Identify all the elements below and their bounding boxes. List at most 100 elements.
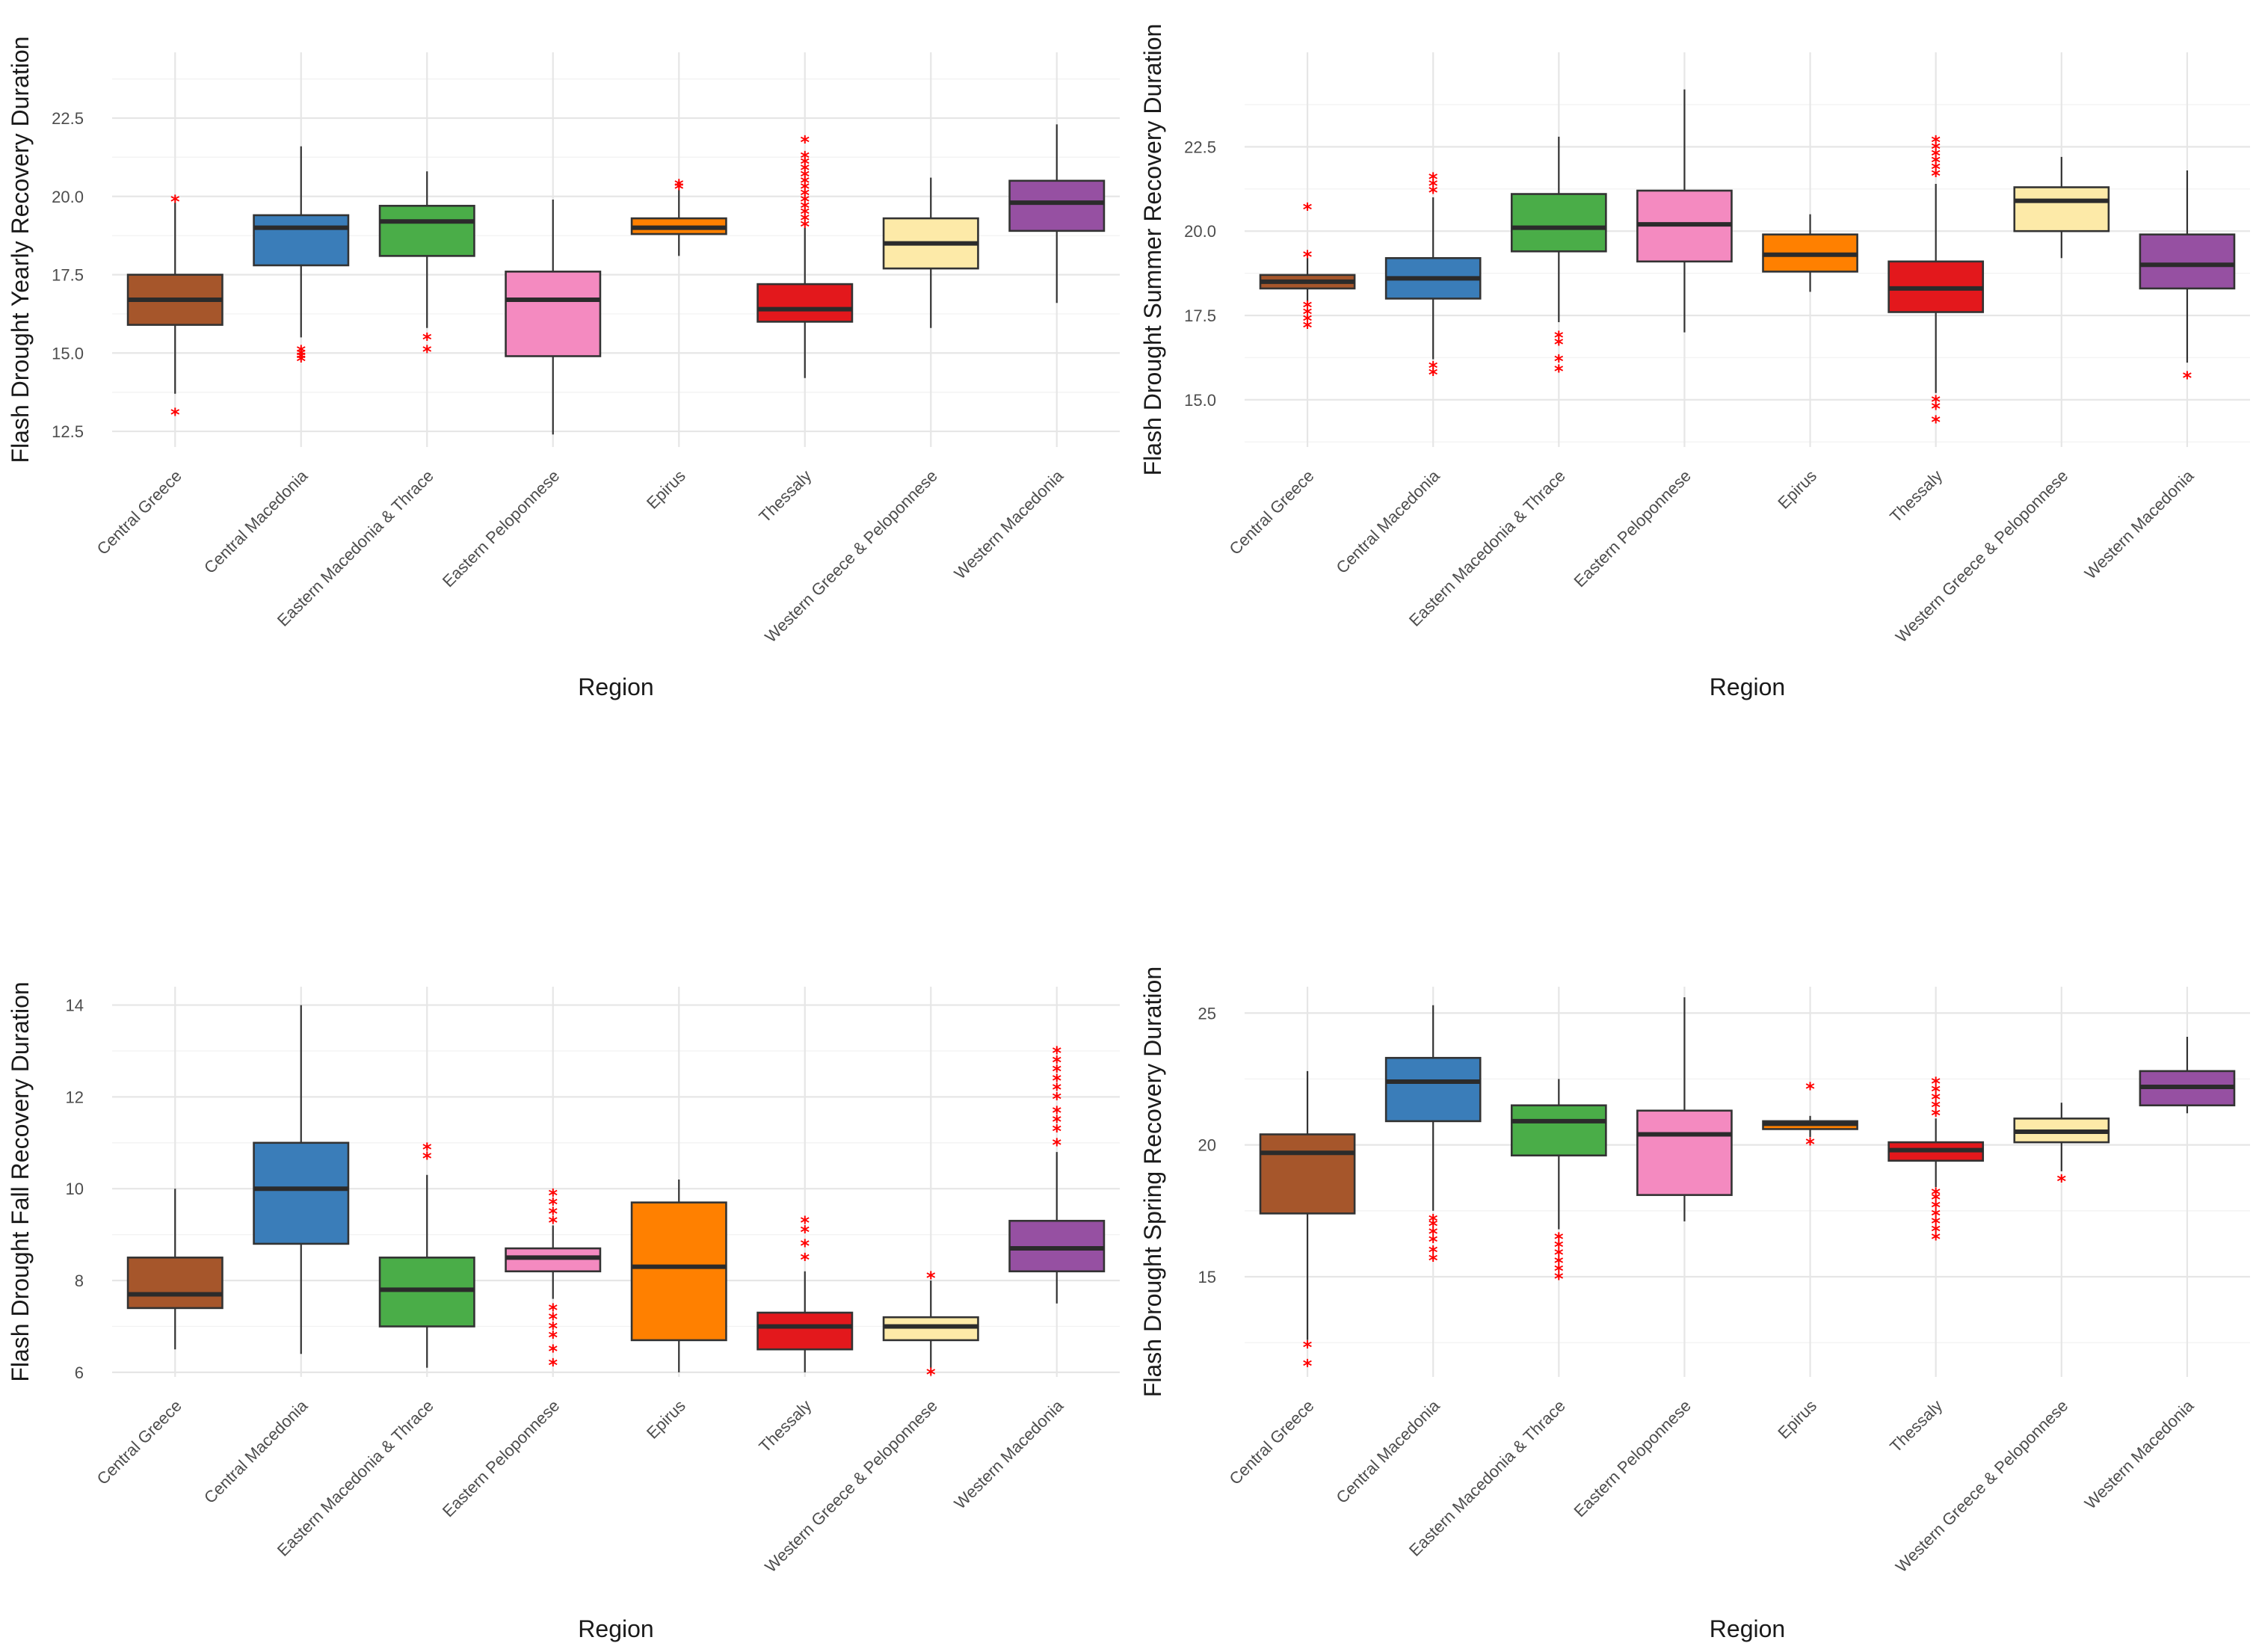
iqr-box: [253, 1141, 350, 1245]
outlier-point: *: [1931, 412, 1941, 433]
x-tick-label: Eastern Peloponnese: [439, 1396, 563, 1520]
outlier-point: *: [1554, 1237, 1564, 1258]
outlier-point: *: [1052, 1043, 1061, 1064]
iqr-box: [1384, 1056, 1482, 1123]
outlier-point: *: [1052, 1103, 1061, 1124]
outlier-point: *: [1052, 1070, 1061, 1091]
box-western-greece-peloponnese: [2013, 156, 2110, 259]
outlier-point: *: [1429, 176, 1438, 197]
iqr-box: [1636, 1109, 1733, 1196]
outlier-point: *: [1303, 297, 1313, 318]
y-tick-label: 14: [66, 996, 84, 1015]
box-thessaly: ************: [1887, 1073, 1985, 1250]
iqr-box: [378, 205, 475, 257]
outlier-point: *: [296, 351, 306, 372]
outlier-point: *: [1931, 165, 1941, 186]
outlier-point: *: [1931, 132, 1941, 152]
outlier-point: *: [1429, 358, 1438, 379]
x-tick-label: Epirus: [643, 466, 689, 513]
outlier-point: *: [800, 191, 810, 212]
outlier-point: *: [548, 1318, 558, 1339]
iqr-box: [1510, 1104, 1607, 1157]
box-central-macedonia: [253, 1005, 350, 1354]
outlier-point: *: [1931, 1073, 1941, 1094]
box-eastern-peloponnese: **********: [505, 1185, 602, 1376]
box-thessaly: *************: [756, 132, 854, 378]
outlier-point: *: [1429, 1215, 1438, 1236]
outlier-point: *: [674, 176, 684, 197]
outlier-point: *: [800, 210, 810, 231]
x-tick-label: Central Greece: [93, 466, 185, 558]
y-tick-label: 12.5: [52, 422, 84, 441]
outlier-point: *: [1931, 1089, 1941, 1110]
box-central-greece: ******: [1259, 200, 1356, 339]
x-tick-label: Eastern Peloponnese: [439, 466, 563, 591]
outlier-point: *: [2057, 1171, 2067, 1192]
box-eastern-peloponnese: [1636, 89, 1733, 333]
y-tick-label: 12: [66, 1088, 84, 1106]
x-axis-title: Region: [1710, 1615, 1785, 1642]
outlier-point: *: [548, 1185, 558, 1206]
outlier-point: *: [548, 1300, 558, 1321]
outlier-point: *: [548, 1328, 558, 1349]
box-western-greece-peloponnese: [882, 177, 979, 328]
x-tick-label: Central Macedonia: [1332, 466, 1443, 577]
box-eastern-peloponnese: [1636, 997, 1733, 1221]
outlier-point: *: [548, 1355, 558, 1376]
box-western-macedonia: [1008, 124, 1106, 303]
outlier-point: *: [1052, 1061, 1061, 1082]
box-epirus: **: [630, 176, 727, 256]
x-tick-label: Epirus: [643, 1396, 689, 1443]
iqr-box: [756, 1311, 854, 1351]
iqr-box: [378, 1257, 475, 1328]
x-tick-label: Western Macedonia: [2081, 466, 2198, 582]
iqr-box: [253, 214, 350, 267]
outlier-point: *: [1931, 158, 1941, 179]
box-eastern-macedonia-thrace: ****: [1510, 136, 1607, 382]
outlier-point: *: [2183, 368, 2192, 389]
outlier-point: *: [1052, 1088, 1061, 1109]
outlier-point: *: [1052, 1135, 1061, 1156]
iqr-box: [1510, 193, 1607, 253]
outlier-point: *: [1429, 169, 1438, 190]
y-axis-title: Flash Drought Fall Recovery Duration: [7, 981, 34, 1381]
box-western-macedonia: **********: [1008, 1043, 1106, 1304]
box-western-greece-peloponnese: *: [2013, 1103, 2110, 1192]
outlier-point: *: [800, 1249, 810, 1270]
y-tick-label: 17.5: [52, 266, 84, 285]
outlier-point: *: [170, 191, 180, 212]
outlier-point: *: [674, 179, 684, 200]
outlier-point: *: [1931, 1229, 1941, 1250]
x-tick-label: Thessaly: [1886, 466, 1946, 526]
box-central-greece: **: [1259, 1070, 1356, 1376]
x-axis-title: Region: [578, 1615, 653, 1642]
outlier-point: *: [800, 216, 810, 237]
iqr-box: [126, 1257, 224, 1310]
box-central-macedonia: *****: [1384, 169, 1482, 386]
y-tick-label: 17.5: [1184, 306, 1216, 325]
outlier-point: *: [1303, 247, 1313, 268]
x-tick-label: Central Greece: [93, 1396, 185, 1488]
outlier-point: *: [1429, 1250, 1438, 1271]
box-western-macedonia: [2139, 1037, 2236, 1114]
y-tick-label: 25: [1198, 1004, 1216, 1023]
outlier-point: *: [548, 1309, 558, 1330]
box-thessaly: *********: [1887, 132, 1985, 433]
y-tick-label: 22.5: [1184, 138, 1216, 156]
panel-spring-recovery: 152025*****************************Centr…: [1139, 967, 2250, 1642]
outlier-point: *: [1052, 1052, 1061, 1073]
outlier-point: *: [1554, 1260, 1564, 1281]
outlier-point: *: [1429, 1210, 1438, 1231]
x-tick-label: Epirus: [1774, 466, 1820, 513]
y-tick-label: 20.0: [52, 188, 84, 206]
iqr-box: [1008, 1219, 1106, 1273]
outlier-point: *: [926, 1364, 936, 1385]
panel-yearly-recovery: 12.515.017.520.022.5****** **************…: [7, 37, 1120, 700]
outlier-point: *: [1052, 1079, 1061, 1100]
outlier-point: *: [548, 1203, 558, 1224]
y-tick-label: 20: [1198, 1136, 1216, 1155]
outlier-point: *: [1554, 334, 1564, 355]
y-axis-title: Flash Drought Summer Recovery Duration: [1139, 24, 1166, 476]
x-tick-label: Central Greece: [1225, 466, 1317, 558]
x-tick-label: Central Macedonia: [1332, 1396, 1443, 1507]
